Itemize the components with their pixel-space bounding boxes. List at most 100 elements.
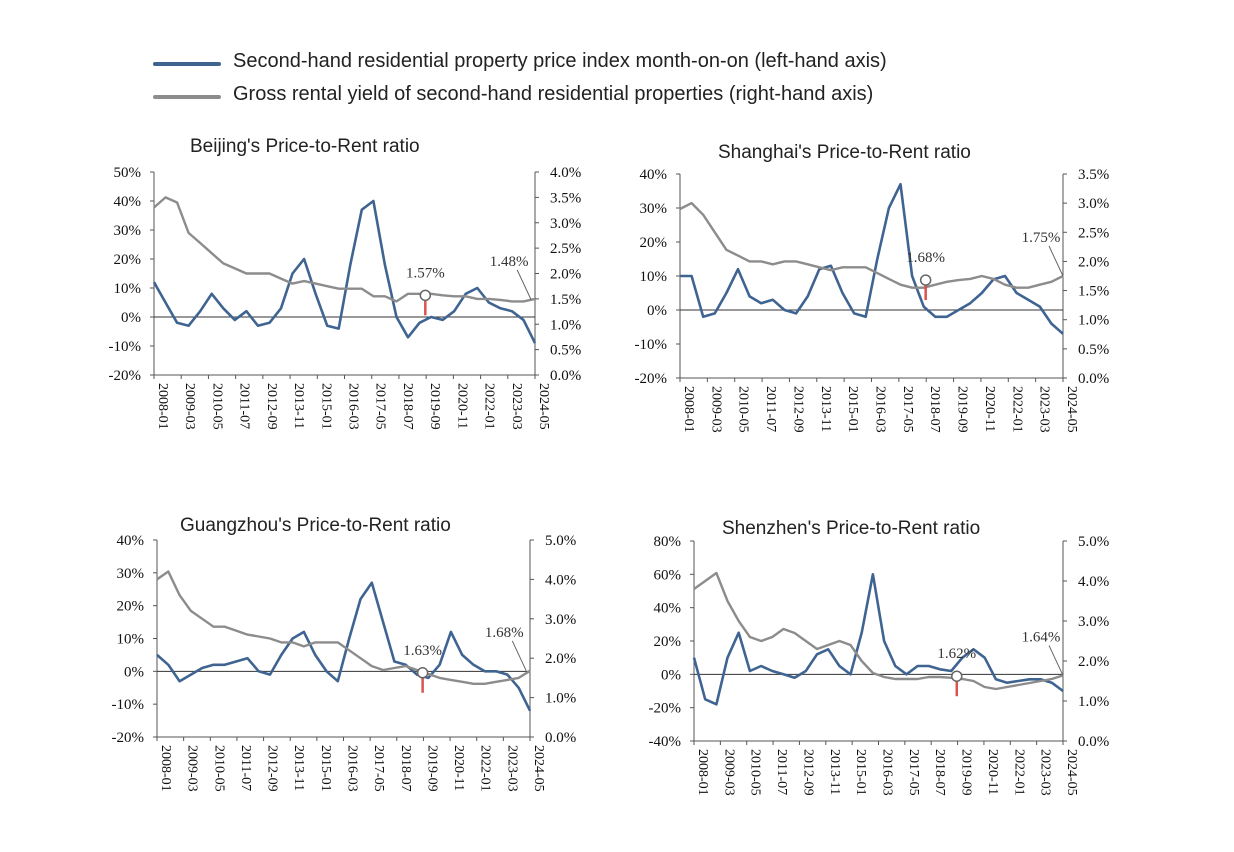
x-tick-label: 2009-03 <box>721 749 736 796</box>
left-tick-label: -40% <box>649 734 682 750</box>
left-tick-label: 80% <box>654 534 682 550</box>
x-tick-label: 2020-11 <box>454 383 469 429</box>
left-tick-label: 30% <box>114 223 142 239</box>
x-tick-label: 2022-01 <box>1009 386 1024 433</box>
left-tick-label: 0% <box>661 667 681 683</box>
right-tick-label: 5.0% <box>1078 534 1109 550</box>
rental-yield-line <box>679 201 1064 289</box>
right-tick-label: 3.5% <box>550 190 581 206</box>
x-tick-label: 2024-05 <box>531 745 546 792</box>
annotation-label: 1.57% <box>406 265 445 281</box>
left-tick-label: 40% <box>117 533 145 549</box>
x-tick-label: 2019-09 <box>955 386 970 433</box>
x-tick-label: 2010-05 <box>209 383 224 430</box>
right-tick-label: 2.5% <box>1078 225 1109 241</box>
price-index-line <box>156 581 532 712</box>
x-tick-label: 2013-11 <box>818 386 833 432</box>
chart-title: Shenzhen's Price-to-Rent ratio <box>722 518 980 539</box>
legend-swatch-yield <box>153 95 221 99</box>
right-tick-label: 1.0% <box>550 317 581 333</box>
x-tick-label: 2012-09 <box>264 383 279 430</box>
annotation-marker <box>419 289 432 302</box>
chart-title: Guangzhou's Price-to-Rent ratio <box>180 515 451 536</box>
x-tick-label: 2011-07 <box>237 383 252 429</box>
left-tick-label: 10% <box>640 269 668 285</box>
right-tick-label: 2.0% <box>545 651 576 667</box>
left-tick-label: 50% <box>114 165 142 181</box>
right-tick-label: 4.0% <box>550 165 581 181</box>
left-tick-label: 10% <box>114 281 142 297</box>
x-tick-label: 2020-11 <box>985 749 1000 795</box>
x-tick-label: 2023-03 <box>1037 386 1052 433</box>
x-tick-label: 2024-05 <box>1064 749 1079 796</box>
right-tick-label: 1.0% <box>1078 313 1109 329</box>
annotation-marker <box>951 670 963 682</box>
left-tick-label: 0% <box>647 303 667 319</box>
right-tick-label: 0.5% <box>550 343 581 359</box>
x-tick-label: 2018-07 <box>932 749 947 796</box>
x-tick-label: 2009-03 <box>185 745 200 792</box>
left-tick-label: 20% <box>117 599 145 615</box>
chart-panel-3: Shenzhen's Price-to-Rent ratio 80% 60% 40% 2… <box>649 518 1110 796</box>
annotation-leader-line <box>1048 245 1064 277</box>
x-tick-label: 2016-03 <box>346 383 361 430</box>
left-tick-label: -10% <box>109 339 142 355</box>
x-tick-label: 2018-07 <box>398 745 413 792</box>
right-tick-label: 2.5% <box>550 241 581 257</box>
x-tick-label: 2008-01 <box>681 386 696 433</box>
right-tick-label: 3.5% <box>1078 167 1109 183</box>
x-tick-label: 2023-03 <box>1038 749 1053 796</box>
price-index-line <box>680 182 1064 335</box>
right-tick-label: 5.0% <box>545 533 576 549</box>
annotation-leader-line <box>516 269 532 301</box>
left-tick-label: -20% <box>112 730 145 746</box>
right-tick-label: 3.0% <box>550 216 581 232</box>
annotation-label: 1.64% <box>1022 629 1061 645</box>
x-tick-label: 2011-07 <box>774 749 789 795</box>
x-tick-label: 2010-05 <box>736 386 751 433</box>
rental-yield-line <box>693 571 1064 691</box>
right-tick-label: 3.0% <box>1078 196 1109 212</box>
chart-title: Shanghai's Price-to-Rent ratio <box>718 142 971 163</box>
right-tick-label: 4.0% <box>545 572 576 588</box>
annotation-leader-line <box>1048 645 1064 676</box>
x-tick-label: 2017-05 <box>373 383 388 430</box>
x-tick-label: 2016-03 <box>345 745 360 792</box>
x-tick-label: 2016-03 <box>873 386 888 433</box>
right-tick-label: 0.0% <box>545 730 576 746</box>
x-tick-label: 2017-05 <box>906 749 921 796</box>
x-tick-label: 2015-01 <box>318 745 333 792</box>
right-tick-label: 3.0% <box>545 612 576 628</box>
x-tick-label: 2012-09 <box>265 745 280 792</box>
legend-label-yield: Gross rental yield of second-hand reside… <box>233 83 874 105</box>
left-tick-label: 20% <box>640 235 668 251</box>
right-tick-label: 1.5% <box>550 292 581 308</box>
x-tick-label: 2018-07 <box>927 386 942 433</box>
right-tick-label: 0.0% <box>1078 371 1109 387</box>
left-tick-label: 30% <box>117 566 145 582</box>
x-tick-label: 2015-01 <box>318 383 333 430</box>
rental-yield-line <box>153 196 536 303</box>
legend-swatch-price <box>153 62 221 66</box>
x-tick-label: 2013-11 <box>291 383 306 429</box>
rental-yield-line <box>156 570 531 685</box>
right-tick-label: 2.0% <box>1078 254 1109 270</box>
x-tick-label: 2015-01 <box>853 749 868 796</box>
right-tick-label: 0.5% <box>1078 342 1109 358</box>
x-tick-label: 2022-01 <box>478 745 493 792</box>
chart-title: Beijing's Price-to-Rent ratio <box>190 136 420 157</box>
left-tick-label: 0% <box>124 664 144 680</box>
annotation-label: 1.75% <box>1022 230 1061 246</box>
annotation-label: 1.63% <box>403 643 442 659</box>
right-tick-label: 1.5% <box>1078 284 1109 300</box>
x-tick-label: 2019-09 <box>959 749 974 796</box>
annotation-label: 1.62% <box>937 646 976 662</box>
annotation-marker <box>416 667 429 679</box>
x-tick-label: 2023-03 <box>504 745 519 792</box>
annotation-label: 1.68% <box>485 625 524 641</box>
right-tick-label: 0.0% <box>1078 734 1109 750</box>
left-tick-label: 20% <box>654 634 682 650</box>
x-tick-label: 2009-03 <box>708 386 723 433</box>
left-tick-label: -20% <box>649 701 682 717</box>
